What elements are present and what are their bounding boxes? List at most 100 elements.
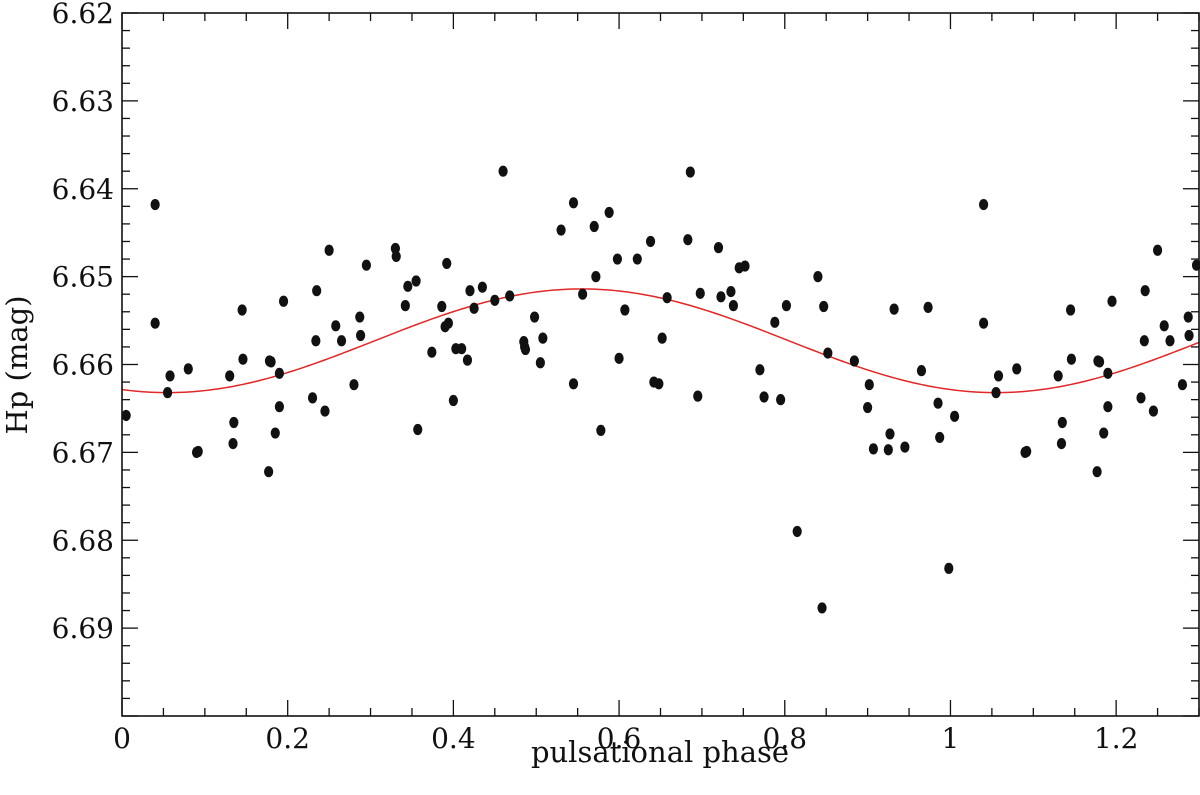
data-point — [355, 329, 366, 342]
data-point — [900, 441, 910, 453]
data-point — [237, 304, 247, 316]
data-point — [950, 410, 960, 422]
data-point — [465, 285, 475, 297]
data-point — [1012, 363, 1022, 375]
axis-ticks — [121, 12, 1200, 717]
data-point — [1092, 466, 1102, 478]
data-point — [1103, 367, 1113, 379]
data-point — [568, 378, 579, 390]
data-point — [150, 317, 160, 329]
y-tick-label: 6.68 — [52, 524, 114, 557]
data-point — [150, 198, 160, 211]
data-point — [813, 271, 823, 283]
data-point — [442, 257, 452, 270]
data-point — [755, 364, 765, 376]
x-tick-label: 0.6 — [597, 722, 642, 755]
data-point — [183, 363, 193, 375]
data-point — [437, 300, 447, 313]
data-point — [1191, 259, 1200, 271]
data-point — [568, 197, 579, 209]
y-tick-label: 6.67 — [52, 436, 114, 469]
data-point — [225, 370, 235, 382]
data-point — [535, 357, 545, 369]
data-point — [1184, 329, 1194, 342]
data-point — [654, 378, 664, 390]
data-point — [311, 335, 321, 347]
data-point — [713, 242, 724, 254]
y-tick-label: 6.66 — [52, 349, 114, 382]
data-point — [1057, 416, 1067, 429]
data-point — [695, 287, 705, 299]
data-point — [657, 332, 667, 344]
data-point — [889, 303, 899, 315]
data-point — [868, 443, 879, 455]
data-point — [556, 224, 566, 236]
x-tick-label: 0.2 — [265, 722, 310, 755]
data-point — [1094, 356, 1105, 368]
data-point — [278, 295, 289, 307]
data-point — [1099, 427, 1109, 439]
data-point — [849, 355, 859, 367]
fit-curve-group — [121, 288, 1200, 394]
data-point — [817, 602, 827, 614]
data-point — [307, 392, 318, 404]
x-tick-label: 1 — [942, 722, 960, 755]
data-point — [726, 285, 736, 298]
data-point — [270, 427, 280, 439]
data-point — [264, 466, 274, 478]
data-point — [1053, 370, 1063, 382]
data-point — [662, 292, 672, 304]
data-point — [935, 431, 945, 444]
data-point — [361, 259, 371, 271]
data-point — [770, 316, 780, 328]
data-point — [1107, 295, 1117, 307]
data-point — [792, 525, 802, 538]
data-point — [266, 356, 276, 368]
data-point — [589, 220, 599, 233]
tick-labels: 0 0.2 0.4 0.6 0.8 1 1.2 6.62 6.63 6.64 6.65 6.66 6.6… — [52, 0, 1139, 755]
data-point — [1152, 244, 1163, 256]
data-point — [228, 437, 238, 450]
y-tick-label: 6.69 — [52, 612, 114, 645]
data-point — [944, 562, 954, 574]
data-point — [324, 244, 334, 256]
data-point — [604, 206, 614, 219]
data-point — [823, 347, 833, 359]
x-tick-label: 0.4 — [431, 722, 476, 755]
data-point — [693, 390, 703, 402]
data-point — [400, 300, 410, 312]
data-point — [193, 445, 203, 458]
data-point — [885, 428, 895, 440]
data-point — [979, 317, 989, 329]
data-point — [498, 165, 508, 177]
data-point — [993, 370, 1004, 382]
data-point — [612, 253, 623, 265]
data-point — [614, 352, 624, 364]
y-tick-label: 6.64 — [52, 173, 114, 206]
data-point — [819, 300, 829, 313]
data-point — [620, 304, 630, 316]
data-point — [591, 271, 601, 283]
x-tick-label: 0.8 — [763, 722, 808, 755]
data-point — [229, 416, 239, 429]
data-point — [740, 260, 750, 272]
y-tick-label: 6.63 — [52, 85, 114, 118]
data-point — [490, 294, 500, 306]
data-point — [274, 401, 285, 413]
plot-frame — [121, 12, 1200, 717]
data-point — [1140, 285, 1150, 297]
data-point — [632, 253, 642, 265]
data-point — [443, 317, 454, 329]
data-point — [1065, 304, 1076, 316]
data-point — [864, 379, 874, 391]
data-point — [312, 285, 322, 297]
data-point — [165, 370, 175, 382]
data-point — [685, 166, 695, 178]
data-point — [448, 394, 458, 407]
data-point — [477, 281, 487, 293]
data-point — [427, 346, 437, 358]
x-tick-label: 0 — [113, 722, 131, 755]
data-point — [979, 198, 989, 211]
data-point — [411, 275, 421, 287]
data-point — [520, 343, 531, 356]
